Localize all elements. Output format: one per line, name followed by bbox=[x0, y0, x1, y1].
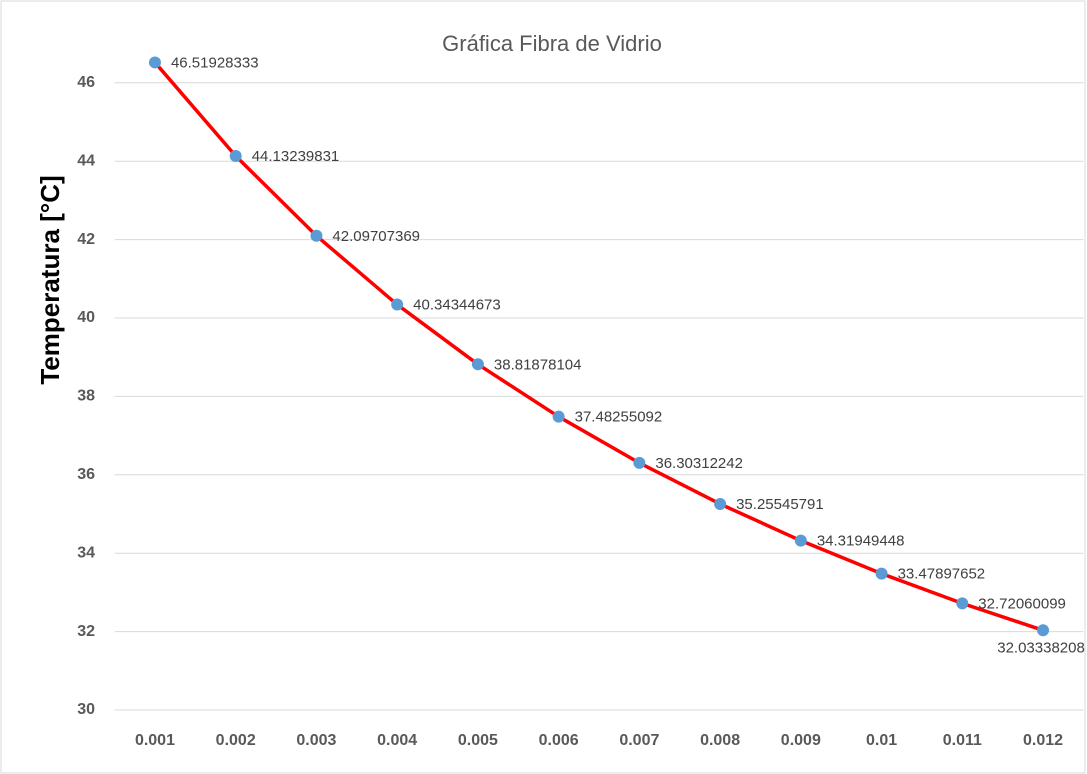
data-point bbox=[956, 597, 969, 610]
data-label: 33.47897652 bbox=[898, 566, 986, 583]
data-label: 32.03338208 bbox=[997, 639, 1085, 656]
data-label: 36.30312242 bbox=[655, 455, 743, 472]
x-tick-label: 0.01 bbox=[866, 732, 897, 749]
y-tick-label: 38 bbox=[77, 388, 95, 405]
data-point bbox=[471, 358, 484, 371]
data-label: 38.81878104 bbox=[494, 356, 582, 373]
y-tick-label: 40 bbox=[77, 309, 95, 326]
data-label: 42.09707369 bbox=[332, 228, 420, 245]
data-point bbox=[552, 410, 565, 423]
data-point bbox=[714, 497, 727, 510]
y-tick-label: 32 bbox=[77, 623, 95, 640]
y-tick-label: 36 bbox=[77, 466, 95, 483]
data-label: 46.51928333 bbox=[171, 54, 259, 71]
x-tick-label: 0.002 bbox=[216, 732, 256, 749]
data-point bbox=[1037, 624, 1050, 637]
y-tick-label: 34 bbox=[77, 544, 95, 561]
x-tick-label: 0.005 bbox=[458, 732, 498, 749]
data-label: 40.34344673 bbox=[413, 297, 501, 314]
data-label: 35.25545791 bbox=[736, 496, 824, 513]
data-label: 34.31949448 bbox=[817, 533, 905, 550]
x-tick-label: 0.006 bbox=[539, 732, 579, 749]
data-point bbox=[391, 298, 404, 311]
data-point bbox=[633, 456, 646, 469]
data-label: 44.13239831 bbox=[252, 148, 340, 165]
x-tick-label: 0.003 bbox=[296, 732, 336, 749]
x-tick-label: 0.011 bbox=[943, 732, 982, 749]
y-tick-label: 30 bbox=[77, 701, 95, 718]
y-tick-label: 46 bbox=[77, 74, 95, 91]
x-tick-label: 0.007 bbox=[619, 732, 659, 749]
x-tick-label: 0.004 bbox=[377, 732, 417, 749]
data-point bbox=[875, 567, 888, 580]
data-label: 37.48255092 bbox=[575, 409, 663, 426]
data-point bbox=[310, 229, 323, 242]
y-axis-label: Temperatura [°C] bbox=[35, 175, 65, 384]
data-point bbox=[229, 150, 242, 163]
x-tick-label: 0.009 bbox=[781, 732, 821, 749]
y-tick-label: 44 bbox=[77, 152, 95, 169]
x-tick-label: 0.012 bbox=[1023, 732, 1063, 749]
data-point bbox=[148, 56, 161, 69]
data-label: 32.72060099 bbox=[978, 595, 1066, 612]
chart-title: Gráfica Fibra de Vidrio bbox=[442, 31, 662, 56]
data-point bbox=[794, 534, 807, 547]
x-tick-label: 0.001 bbox=[135, 732, 175, 749]
data-line bbox=[153, 61, 1044, 632]
y-tick-label: 42 bbox=[77, 231, 95, 248]
x-tick-label: 0.008 bbox=[700, 732, 740, 749]
